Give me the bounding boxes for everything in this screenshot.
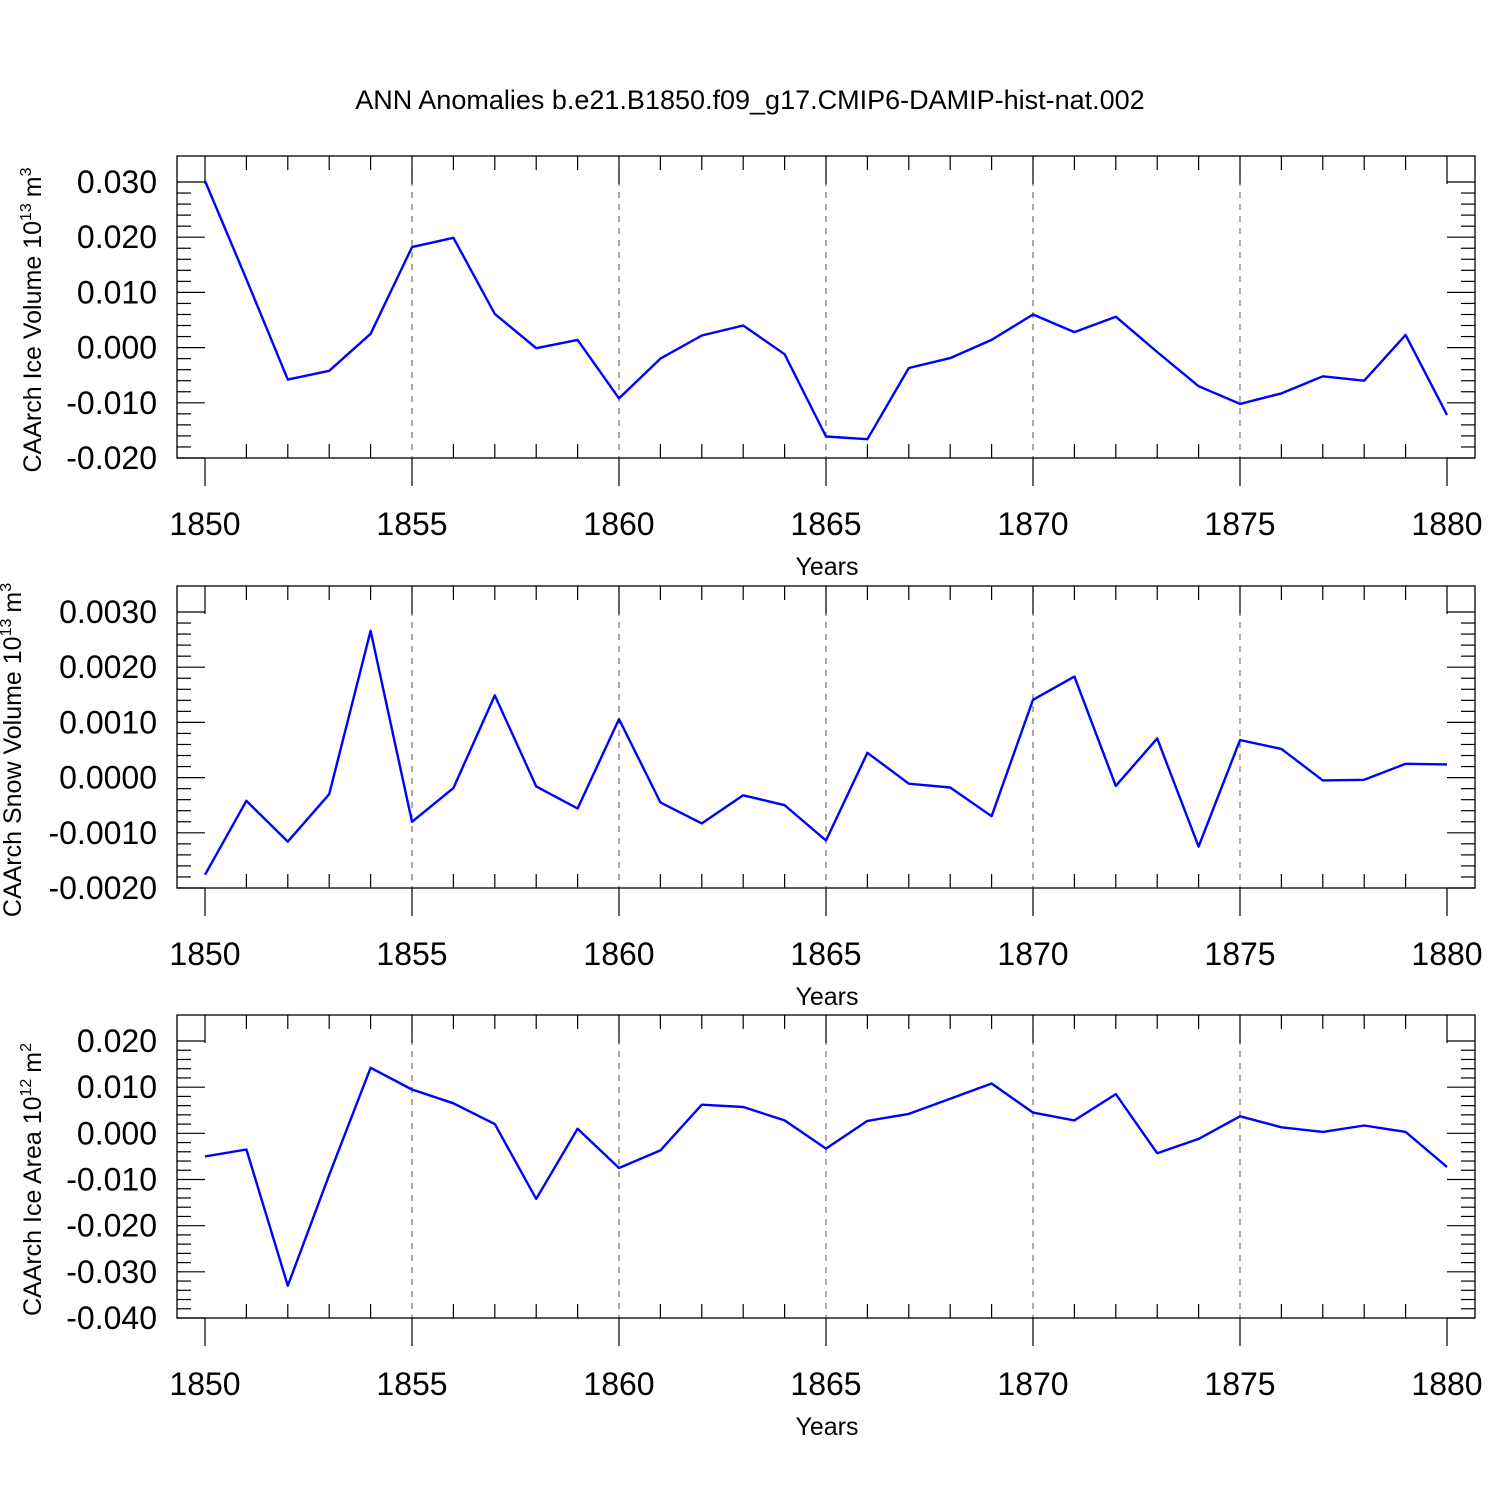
y-tick-label: -0.010 bbox=[66, 1162, 157, 1198]
x-axis-label: Years bbox=[795, 983, 858, 1011]
x-tick-label: 1865 bbox=[790, 506, 861, 542]
series-line bbox=[204, 1066, 1448, 1287]
x-tick-label: 1870 bbox=[997, 936, 1068, 972]
x-axis-label: Years bbox=[795, 1413, 858, 1441]
y-tick-label: -0.040 bbox=[66, 1300, 157, 1336]
x-tick-label: 1855 bbox=[376, 936, 447, 972]
y-tick-label: 0.0020 bbox=[59, 649, 157, 685]
y-tick-label: 0.030 bbox=[77, 164, 157, 200]
y-tick-label: -0.030 bbox=[66, 1254, 157, 1290]
y-tick-label: -0.010 bbox=[66, 385, 157, 421]
y-axis-label-exponent: 12 bbox=[18, 1079, 35, 1097]
x-tick-label: 1875 bbox=[1204, 936, 1275, 972]
x-tick-label: 1855 bbox=[376, 506, 447, 542]
y-axis-label-unit: m bbox=[19, 176, 47, 197]
panel-3: 0.020 0.010 0.000 -0.010 -0.020 -0.030 -0.040 1… bbox=[18, 1014, 1483, 1441]
y-axis-label-exponent: 13 bbox=[0, 619, 15, 637]
y-tick-label: 0.010 bbox=[77, 274, 157, 310]
y-axis-label: CAArch Ice Area 1012 m2 bbox=[18, 1043, 47, 1316]
y-tick-label: 0.0000 bbox=[59, 760, 157, 796]
chart-title: ANN Anomalies b.e21.B1850.f09_g17.CMIP6-… bbox=[355, 85, 1144, 115]
x-tick-label: 1855 bbox=[376, 1366, 447, 1402]
x-tick-label: 1880 bbox=[1411, 936, 1482, 972]
x-tick-label: 1875 bbox=[1204, 506, 1275, 542]
x-tick-label: 1870 bbox=[997, 1366, 1068, 1402]
y-axis-label-main: CAArch Ice Volume 10 bbox=[19, 221, 47, 473]
y-axis-label-exponent: 13 bbox=[18, 203, 35, 221]
y-axis-label: CAArch Ice Volume 1013 m3 bbox=[18, 167, 47, 472]
y-tick-label: 0.000 bbox=[77, 330, 157, 366]
y-axis-label: CAArch Snow Volume 1013 m3 bbox=[0, 583, 27, 917]
series-line bbox=[203, 629, 1448, 876]
y-axis-label-unit-exponent: 3 bbox=[18, 167, 35, 176]
x-tick-label: 1870 bbox=[997, 506, 1068, 542]
y-axis-label-unit-exponent: 3 bbox=[0, 583, 15, 592]
y-axis-label-main: CAArch Ice Area 10 bbox=[19, 1096, 47, 1316]
y-tick-label: 0.020 bbox=[77, 219, 157, 255]
x-tick-label: 1860 bbox=[583, 506, 654, 542]
x-tick-label: 1880 bbox=[1411, 506, 1482, 542]
x-tick-label: 1880 bbox=[1411, 1366, 1482, 1402]
series-line bbox=[203, 180, 1449, 441]
y-tick-label: -0.0010 bbox=[48, 815, 157, 851]
panel-1: 0.030 0.020 0.010 0.000 -0.010 -0.020 1850 1855… bbox=[18, 155, 1483, 581]
y-axis-label-unit-exponent: 2 bbox=[18, 1043, 35, 1052]
panels: 0.030 0.020 0.010 0.000 -0.010 -0.020 1850 1855… bbox=[0, 155, 1483, 1441]
x-tick-label: 1875 bbox=[1204, 1366, 1275, 1402]
y-axis-label-unit: m bbox=[0, 592, 27, 613]
x-tick-label: 1850 bbox=[169, 1366, 240, 1402]
x-axis-label: Years bbox=[795, 553, 858, 581]
y-tick-label: -0.0020 bbox=[48, 870, 157, 906]
y-tick-label: 0.010 bbox=[77, 1069, 157, 1105]
x-tick-label: 1860 bbox=[583, 1366, 654, 1402]
y-tick-label: 0.000 bbox=[77, 1115, 157, 1151]
x-tick-label: 1865 bbox=[790, 936, 861, 972]
x-tick-label: 1865 bbox=[790, 1366, 861, 1402]
y-tick-label: 0.020 bbox=[77, 1023, 157, 1059]
y-tick-label: 0.0010 bbox=[59, 704, 157, 740]
y-axis-label-unit: m bbox=[19, 1052, 47, 1073]
y-tick-label: -0.020 bbox=[66, 1208, 157, 1244]
y-axis-label-main: CAArch Snow Volume 10 bbox=[0, 636, 27, 917]
x-tick-label: 1850 bbox=[169, 936, 240, 972]
y-tick-label: 0.0030 bbox=[59, 594, 157, 630]
panel-2: 0.0030 0.0020 0.0010 0.0000 -0.0010 -0.0020 18… bbox=[0, 583, 1483, 1011]
x-tick-label: 1860 bbox=[583, 936, 654, 972]
x-tick-label: 1850 bbox=[169, 506, 240, 542]
y-tick-label: -0.020 bbox=[66, 440, 157, 476]
